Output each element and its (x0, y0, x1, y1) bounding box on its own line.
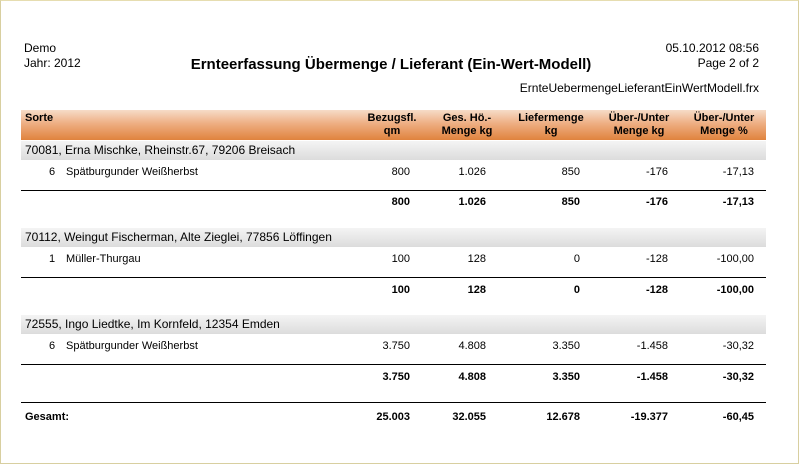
report-header-right: 05.10.2012 08:56 Page 2 of 2 (666, 41, 759, 71)
report-datetime: 05.10.2012 08:56 (665, 41, 759, 55)
total-liefermenge: 12.678 (546, 411, 580, 423)
row-sorte: Spätburgunder Weißherbst (66, 166, 198, 178)
total-bezugsflaeche: 25.003 (376, 411, 410, 423)
subtotal-row: 100 128 0 -128 -100,00 (21, 282, 766, 298)
row-sorte: Müller-Thurgau (66, 253, 141, 265)
subtotal-ges-menge: 4.808 (458, 371, 486, 383)
row-liefermenge: 0 (573, 253, 580, 265)
row-bezugsflaeche: 800 (391, 166, 410, 178)
row-nr: 6 (49, 166, 56, 178)
row-bezugsflaeche: 100 (391, 253, 410, 265)
col-bezugsflaeche-line1: Bezugsfl. (367, 112, 417, 124)
subtotal-liefermenge: 850 (561, 196, 580, 208)
row-ges-menge: 128 (467, 253, 486, 265)
table-row: 6 Spätburgunder Weißherbst 800 1.026 850… (21, 164, 766, 180)
report-filename: ErnteUebermengeLieferantEinWertModell.fr… (519, 81, 759, 95)
report-year: Jahr: 2012 (24, 56, 81, 70)
col-liefermenge-line2: kg (544, 125, 558, 137)
row-ueber-kg: -128 (645, 253, 668, 265)
row-liefermenge: 850 (561, 166, 580, 178)
row-liefermenge: 3.350 (552, 340, 580, 352)
supplier-title: 70081, Erna Mischke, Rheinstr.67, 79206 … (25, 143, 296, 157)
row-bezugsflaeche: 3.750 (382, 340, 410, 352)
report-title: Ernteerfassung Übermenge / Lieferant (Ei… (190, 56, 592, 73)
table-row: 6 Spätburgunder Weißherbst 3.750 4.808 3… (21, 338, 766, 354)
subtotal-row: 800 1.026 850 -176 -17,13 (21, 194, 766, 210)
subtotal-ueber-pct: -30,32 (722, 371, 754, 383)
total-row: Gesamt: 25.003 32.055 12.678 -19.377 -60… (21, 409, 766, 425)
supplier-group-header: 70081, Erna Mischke, Rheinstr.67, 79206 … (21, 141, 766, 160)
row-nr: 6 (49, 340, 56, 352)
col-ges-menge-line2: Menge kg (441, 125, 493, 137)
col-ueber-pct-line2: Menge % (700, 125, 748, 137)
total-label: Gesamt: (25, 411, 70, 423)
supplier-title: 72555, Ingo Liedtke, Im Kornfeld, 12354 … (25, 317, 280, 331)
supplier-group-header: 72555, Ingo Liedtke, Im Kornfeld, 12354 … (21, 315, 766, 334)
page-number: Page 2 of 2 (697, 56, 759, 70)
report-header-left: Demo Jahr: 2012 (24, 41, 81, 71)
col-liefermenge-line1: Liefermenge (518, 112, 584, 124)
subtotal-ueber-kg: -176 (645, 196, 668, 208)
subtotal-divider (21, 190, 766, 191)
total-ges-menge: 32.055 (452, 411, 486, 423)
row-sorte: Spätburgunder Weißherbst (66, 340, 198, 352)
subtotal-ges-menge: 1.026 (458, 196, 486, 208)
row-ueber-pct: -100,00 (716, 253, 754, 265)
row-nr: 1 (49, 253, 56, 265)
row-ueber-kg: -176 (645, 166, 668, 178)
subtotal-bezugsflaeche: 3.750 (382, 371, 410, 383)
col-ges-menge: Ges. Hö.- Menge kg (431, 112, 503, 138)
total-ueber-kg: -19.377 (630, 411, 668, 423)
supplier-title: 70112, Weingut Fischerman, Alte Zieglei,… (25, 230, 332, 244)
row-ges-menge: 1.026 (458, 166, 486, 178)
row-ueber-kg: -1.458 (636, 340, 668, 352)
subtotal-divider (21, 364, 766, 365)
table-row: 1 Müller-Thurgau 100 128 0 -128 -100,00 (21, 251, 766, 267)
column-header: Sorte Bezugsfl. qm Ges. Hö.- Menge kg Li… (21, 110, 766, 140)
col-bezugsflaeche: Bezugsfl. qm (359, 112, 425, 138)
col-ueber-kg-line1: Über-/Unter (608, 112, 670, 124)
total-divider (21, 402, 766, 403)
company-name: Demo (24, 41, 57, 55)
subtotal-ges-menge: 128 (467, 284, 486, 296)
subtotal-ueber-pct: -100,00 (716, 284, 754, 296)
subtotal-ueber-kg: -1.458 (636, 371, 668, 383)
col-ges-menge-line1: Ges. Hö.- (442, 112, 492, 124)
row-ueber-pct: -17,13 (722, 166, 754, 178)
subtotal-bezugsflaeche: 100 (391, 284, 410, 296)
col-sorte: Sorte (25, 112, 54, 124)
row-ges-menge: 4.808 (458, 340, 486, 352)
row-ueber-pct: -30,32 (722, 340, 754, 352)
subtotal-liefermenge: 3.350 (552, 371, 580, 383)
subtotal-bezugsflaeche: 800 (391, 196, 410, 208)
col-ueber-kg-line2: Menge kg (613, 125, 665, 137)
supplier-group-header: 70112, Weingut Fischerman, Alte Zieglei,… (21, 228, 766, 247)
subtotal-liefermenge: 0 (573, 284, 580, 296)
col-ueber-pct: Über-/Unter Menge % (685, 112, 763, 138)
subtotal-ueber-kg: -128 (645, 284, 668, 296)
col-bezugsflaeche-line2: qm (383, 125, 401, 137)
subtotal-row: 3.750 4.808 3.350 -1.458 -30,32 (21, 369, 766, 385)
total-ueber-pct: -60,45 (722, 411, 754, 423)
col-ueber-kg: Über-/Unter Menge kg (599, 112, 679, 138)
col-ueber-pct-line1: Über-/Unter (693, 112, 755, 124)
col-liefermenge: Liefermenge kg (511, 112, 591, 138)
subtotal-ueber-pct: -17,13 (722, 196, 754, 208)
subtotal-divider (21, 277, 766, 278)
